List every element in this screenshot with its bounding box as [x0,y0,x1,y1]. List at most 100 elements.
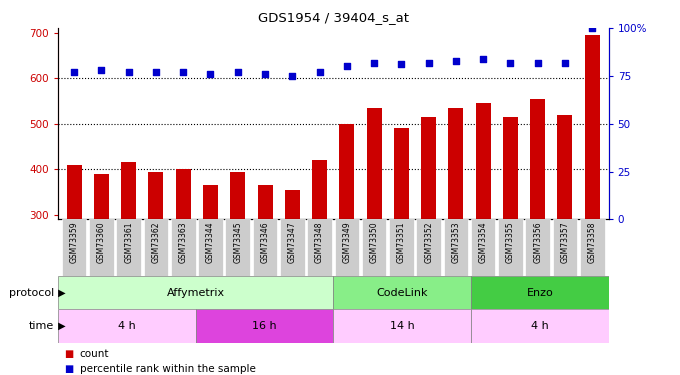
Bar [585,35,600,351]
Bar [58,309,196,343]
Text: GSM73347: GSM73347 [288,221,296,262]
Text: 16 h: 16 h [252,321,277,331]
Bar [143,219,168,276]
Text: GSM73363: GSM73363 [179,221,188,262]
Text: 14 h: 14 h [390,321,414,331]
Bar [258,185,273,351]
Bar [226,219,250,276]
Point [96,67,107,73]
Point [177,69,188,75]
Text: Affymetrix: Affymetrix [167,288,224,297]
Text: GSM73353: GSM73353 [452,221,460,262]
Point [123,69,134,75]
Bar [94,174,109,351]
Text: 4 h: 4 h [118,321,135,331]
Point [369,60,379,66]
Bar [421,117,436,351]
Bar [530,99,545,351]
Text: time: time [29,321,54,331]
Text: GSM73349: GSM73349 [342,221,352,262]
Text: GSM73356: GSM73356 [533,221,542,262]
Bar [312,160,327,351]
Point [205,71,216,77]
Bar [503,117,518,351]
Bar [367,108,381,351]
Bar [448,108,463,351]
Point [233,69,243,75]
Text: GSM73355: GSM73355 [506,221,515,262]
Point [260,71,271,77]
Bar [116,219,141,276]
Text: protocol: protocol [9,288,54,297]
Text: count: count [80,350,109,359]
Text: Enzo: Enzo [526,288,553,297]
Text: 4 h: 4 h [531,321,549,331]
Text: CodeLink: CodeLink [376,288,428,297]
Point [532,60,543,66]
Bar [526,219,550,276]
Point [396,62,407,68]
Bar [231,172,245,351]
Text: GSM73345: GSM73345 [233,221,242,262]
Bar [553,219,577,276]
Text: percentile rank within the sample: percentile rank within the sample [80,364,256,374]
Text: GSM73361: GSM73361 [124,221,133,262]
Bar [471,309,609,343]
Bar [333,309,471,343]
Bar [280,219,305,276]
Bar [171,219,196,276]
Bar [285,190,300,351]
Point [560,60,571,66]
Bar [333,276,471,309]
Text: GSM73359: GSM73359 [69,221,79,262]
Bar [471,219,496,276]
Text: ▶: ▶ [55,321,66,331]
Point [587,25,598,31]
Bar [362,219,386,276]
Text: GSM73357: GSM73357 [560,221,569,262]
Point [341,63,352,69]
Text: GSM73346: GSM73346 [260,221,269,262]
Text: GSM73352: GSM73352 [424,221,433,262]
Text: GSM73358: GSM73358 [588,221,597,262]
Bar [476,103,491,351]
Bar [67,165,82,351]
Text: GSM73354: GSM73354 [479,221,488,262]
Bar [558,115,573,351]
Bar [253,219,277,276]
Text: ■: ■ [65,364,74,374]
Point [478,56,489,62]
Bar [199,219,223,276]
Text: GSM73344: GSM73344 [206,221,215,262]
Bar [416,219,441,276]
Text: GSM73360: GSM73360 [97,221,106,262]
Bar [389,219,413,276]
Text: ▶: ▶ [55,288,66,297]
Point [287,73,298,79]
Text: ■: ■ [65,350,74,359]
Bar [175,169,190,351]
Bar [148,172,163,351]
Bar [394,128,409,351]
Point [69,69,80,75]
Bar [580,219,605,276]
Bar [498,219,523,276]
Text: GDS1954 / 39404_s_at: GDS1954 / 39404_s_at [258,11,409,24]
Bar [89,219,114,276]
Text: GSM73350: GSM73350 [370,221,379,262]
Bar [58,276,333,309]
Point [314,69,325,75]
Bar [121,162,136,351]
Bar [471,276,609,309]
Point [505,60,516,66]
Point [450,58,461,64]
Bar [335,219,359,276]
Bar [203,185,218,351]
Point [423,60,434,66]
Text: GSM73348: GSM73348 [315,221,324,262]
Point [150,69,161,75]
Bar [339,124,354,351]
Bar [196,309,333,343]
Bar [443,219,468,276]
Text: GSM73362: GSM73362 [152,221,160,262]
